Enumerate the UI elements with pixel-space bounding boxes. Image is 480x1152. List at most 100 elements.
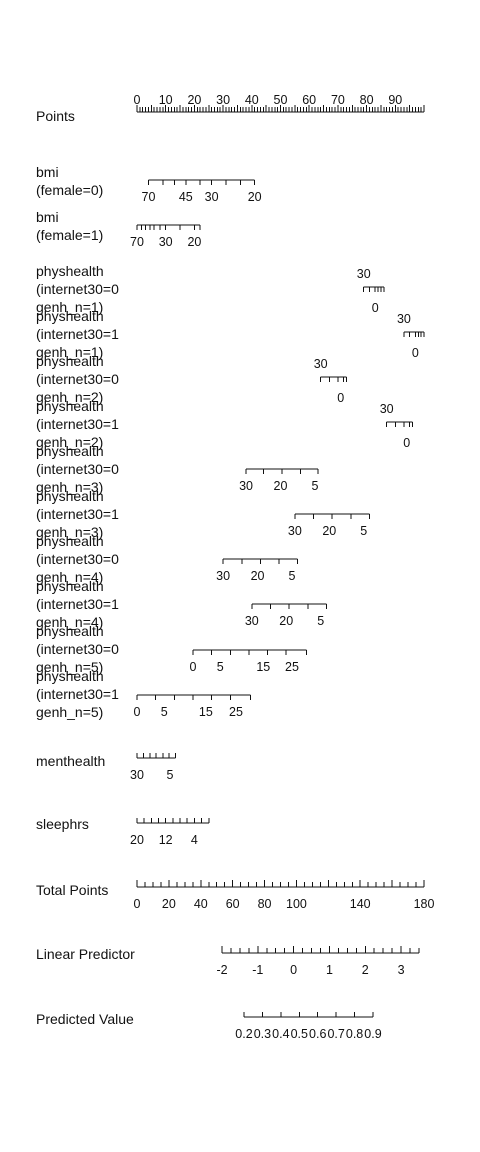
- predicted-value-tick-label: 0.7: [327, 1027, 344, 1041]
- predicted-value-label: Predicted Value: [36, 1011, 134, 1027]
- physhealth-i1-g5-tick-label: 0: [134, 705, 141, 719]
- linear-predictor-label: Linear Predictor: [36, 946, 135, 962]
- physhealth-i1-g3-tick-label: 5: [360, 524, 367, 538]
- points-label: Points: [36, 108, 75, 124]
- physhealth-i1-g4-tick-label: 30: [245, 614, 259, 628]
- physhealth-i1-g4-label: genh_n=4): [36, 614, 103, 630]
- physhealth-i1-g1-label: physhealth: [36, 308, 104, 324]
- physhealth-i0-g1-label: physhealth: [36, 263, 104, 279]
- physhealth-i0-g3-tick-label: 30: [239, 479, 253, 493]
- physhealth-i0-g3-tick-label: 20: [274, 479, 288, 493]
- linear-predictor-tick-label: -1: [252, 963, 263, 977]
- total-points-label: Total Points: [36, 882, 108, 898]
- bmi-female-0-tick-label: 70: [142, 190, 156, 204]
- total-points-tick-label: 80: [258, 897, 272, 911]
- physhealth-i1-g4-label: physhealth: [36, 578, 104, 594]
- physhealth-i1-g1-tick-label: 0: [412, 346, 419, 360]
- linear-predictor-tick-label: -2: [216, 963, 227, 977]
- physhealth-i0-g3-tick-label: 5: [311, 479, 318, 493]
- physhealth-i0-g1-tick-label: 0: [372, 301, 379, 315]
- total-points-tick-label: 0: [134, 897, 141, 911]
- physhealth-i1-g2-label: physhealth: [36, 398, 104, 414]
- menthealth-label: menthealth: [36, 753, 105, 769]
- physhealth-i0-g5-label: physhealth: [36, 623, 104, 639]
- bmi-female-0-tick-label: 45: [179, 190, 193, 204]
- physhealth-i0-g1-label: genh_n=1): [36, 299, 103, 315]
- bmi-female-0-tick-label: 20: [248, 190, 262, 204]
- physhealth-i1-g5-label: physhealth: [36, 668, 104, 684]
- physhealth-i1-g2-tick-label: 30: [380, 402, 394, 416]
- sleephrs-label: sleephrs: [36, 816, 89, 832]
- predicted-value-tick-label: 0.5: [291, 1027, 308, 1041]
- physhealth-i0-g5-tick-label: 5: [217, 660, 224, 674]
- sleephrs-tick-label: 4: [191, 833, 198, 847]
- bmi-female-0-tick-label: 30: [205, 190, 219, 204]
- physhealth-i1-g3-label: physhealth: [36, 488, 104, 504]
- bmi-female-1-tick-label: 30: [159, 235, 173, 249]
- physhealth-i1-g5-tick-label: 25: [229, 705, 243, 719]
- physhealth-i0-g5-label: (internet30=0: [36, 641, 119, 657]
- physhealth-i1-g3-tick-label: 20: [322, 524, 336, 538]
- menthealth-tick-label: 30: [130, 768, 144, 782]
- physhealth-i0-g2-tick-label: 0: [337, 391, 344, 405]
- linear-predictor-tick-label: 3: [398, 963, 405, 977]
- bmi-female-1-tick-label: 20: [187, 235, 201, 249]
- points-tick-label: 70: [331, 93, 345, 107]
- menthealth-tick-label: 5: [167, 768, 174, 782]
- points-tick-label: 60: [302, 93, 316, 107]
- total-points-tick-label: 180: [414, 897, 435, 911]
- physhealth-i0-g2-label: physhealth: [36, 353, 104, 369]
- physhealth-i1-g3-label: genh_n=3): [36, 524, 103, 540]
- physhealth-i0-g2-tick-label: 30: [314, 357, 328, 371]
- linear-predictor-tick-label: 0: [290, 963, 297, 977]
- predicted-value-tick-label: 0.2: [235, 1027, 252, 1041]
- points-tick-label: 50: [274, 93, 288, 107]
- physhealth-i1-g1-label: genh_n=1): [36, 344, 103, 360]
- physhealth-i0-g5-tick-label: 25: [285, 660, 299, 674]
- physhealth-i1-g3-label: (internet30=1: [36, 506, 119, 522]
- linear-predictor-tick-label: 2: [362, 963, 369, 977]
- physhealth-i0-g2-label: (internet30=0: [36, 371, 119, 387]
- points-tick-label: 20: [187, 93, 201, 107]
- physhealth-i1-g4-label: (internet30=1: [36, 596, 119, 612]
- physhealth-i0-g5-tick-label: 15: [256, 660, 270, 674]
- physhealth-i0-g1-tick-label: 30: [357, 267, 371, 281]
- predicted-value-tick-label: 0.6: [309, 1027, 326, 1041]
- physhealth-i0-g4-label: genh_n=4): [36, 569, 103, 585]
- physhealth-i0-g4-tick-label: 5: [289, 569, 296, 583]
- physhealth-i1-g2-label: (internet30=1: [36, 416, 119, 432]
- physhealth-i0-g4-tick-label: 30: [216, 569, 230, 583]
- predicted-value-tick-label: 0.4: [272, 1027, 289, 1041]
- linear-predictor-tick-label: 1: [326, 963, 333, 977]
- physhealth-i0-g3-label: (internet30=0: [36, 461, 119, 477]
- physhealth-i0-g4-tick-label: 20: [251, 569, 265, 583]
- physhealth-i0-g3-label: genh_n=3): [36, 479, 103, 495]
- bmi-female-0-label: bmi: [36, 164, 59, 180]
- physhealth-i0-g4-label: (internet30=0: [36, 551, 119, 567]
- predicted-value-tick-label: 0.3: [254, 1027, 271, 1041]
- physhealth-i0-g5-tick-label: 0: [189, 660, 196, 674]
- physhealth-i0-g1-label: (internet30=0: [36, 281, 119, 297]
- physhealth-i1-g4-tick-label: 20: [279, 614, 293, 628]
- sleephrs-tick-label: 12: [159, 833, 173, 847]
- points-tick-label: 10: [159, 93, 173, 107]
- physhealth-i1-g5-tick-label: 5: [161, 705, 168, 719]
- physhealth-i1-g5-label: genh_n=5): [36, 704, 103, 720]
- points-tick-label: 0: [134, 93, 141, 107]
- sleephrs-tick-label: 20: [130, 833, 144, 847]
- physhealth-i0-g3-label: physhealth: [36, 443, 104, 459]
- physhealth-i1-g2-label: genh_n=2): [36, 434, 103, 450]
- physhealth-i0-g2-label: genh_n=2): [36, 389, 103, 405]
- physhealth-i1-g1-tick-label: 30: [397, 312, 411, 326]
- points-tick-label: 90: [388, 93, 402, 107]
- predicted-value-tick-label: 0.8: [346, 1027, 363, 1041]
- physhealth-i1-g5-tick-label: 15: [199, 705, 213, 719]
- total-points-tick-label: 60: [226, 897, 240, 911]
- total-points-tick-label: 100: [286, 897, 307, 911]
- bmi-female-1-tick-label: 70: [130, 235, 144, 249]
- points-tick-label: 40: [245, 93, 259, 107]
- physhealth-i1-g3-tick-label: 30: [288, 524, 302, 538]
- physhealth-i0-g5-label: genh_n=5): [36, 659, 103, 675]
- physhealth-i1-g1-label: (internet30=1: [36, 326, 119, 342]
